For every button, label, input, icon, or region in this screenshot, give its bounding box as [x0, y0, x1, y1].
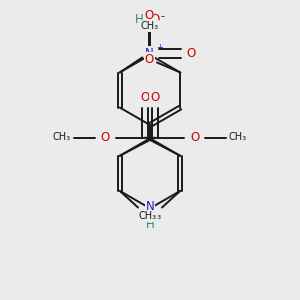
Text: CH₃: CH₃: [140, 21, 158, 31]
Text: O: O: [141, 91, 150, 104]
Text: O: O: [186, 47, 195, 60]
Text: O: O: [190, 131, 199, 144]
Text: N: N: [146, 200, 154, 213]
Text: O: O: [144, 9, 154, 22]
Text: O: O: [101, 131, 110, 144]
Text: CH₃: CH₃: [138, 211, 156, 221]
Text: H: H: [135, 13, 143, 26]
Text: CH₃: CH₃: [144, 211, 162, 221]
Text: O: O: [145, 53, 154, 66]
Text: CH₃: CH₃: [53, 133, 71, 142]
Text: +: +: [156, 43, 163, 52]
Text: O: O: [150, 91, 159, 104]
Text: N: N: [145, 47, 153, 60]
Text: -: -: [160, 11, 164, 21]
Text: H: H: [146, 218, 154, 232]
Text: CH₃: CH₃: [229, 133, 247, 142]
Text: O: O: [150, 13, 160, 26]
